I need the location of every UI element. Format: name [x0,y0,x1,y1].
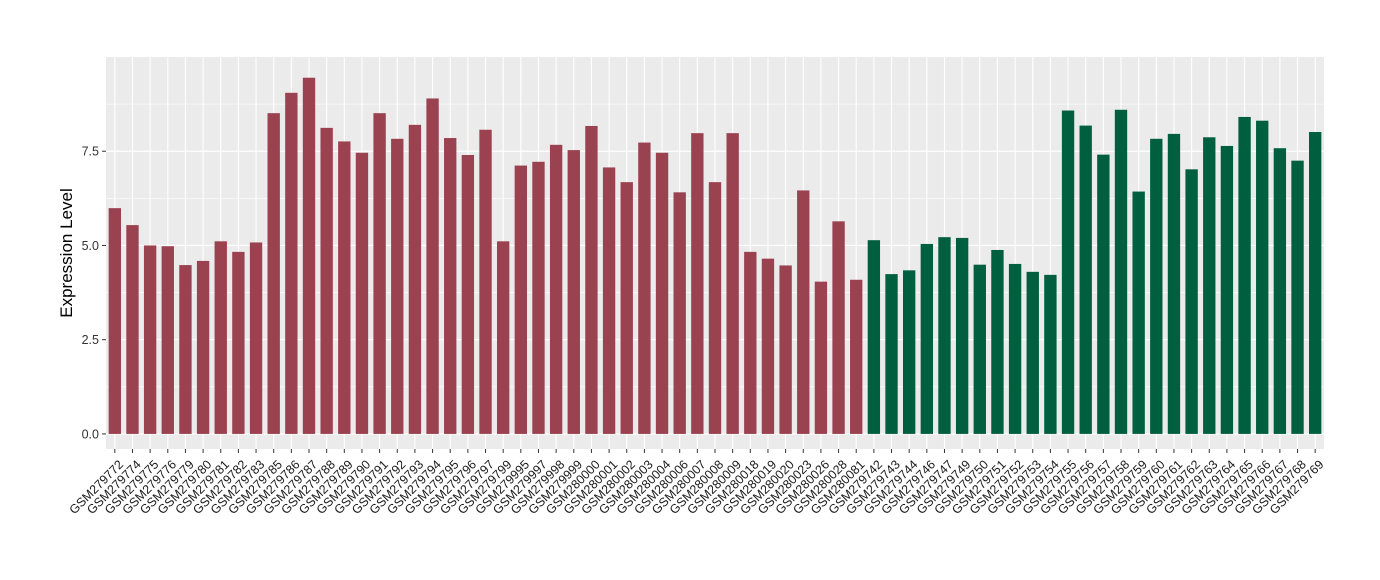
bar-GSM279758 [1114,109,1128,434]
bar-GSM279754 [1044,274,1057,434]
bar-GSM279775 [143,245,157,434]
bar-GSM279752 [1008,263,1022,434]
bar-GSM280008 [708,182,722,434]
bar-GSM279746 [920,243,934,434]
y-axis: 0.0 2.5 5.0 7.5 [82,145,106,441]
bar-GSM279769 [1308,132,1322,434]
bar-GSM280001 [602,167,616,434]
bar-GSM280026 [814,281,828,434]
bar-GSM279796 [461,155,475,434]
bar-GSM280009 [726,133,739,434]
y-axis-title: Expression Level [57,188,76,317]
bar-GSM279782 [232,251,245,434]
bar-GSM279761 [1167,133,1181,434]
bar-GSM279793 [408,124,422,434]
bar-GSM279774 [126,225,139,434]
bar-GSM279780 [196,260,210,434]
y-tick-label: 7.5 [82,145,99,159]
bar-GSM279756 [1079,125,1092,434]
bar-GSM280004 [655,152,669,434]
bar-GSM279995 [514,165,528,434]
bar-GSM279772 [108,208,122,434]
bar-GSM279797 [479,129,492,434]
bar-GSM279794 [426,98,439,434]
bar-GSM279753 [1026,271,1039,434]
bar-GSM279742 [867,240,881,434]
bar-GSM279998 [549,144,563,434]
bar-GSM279790 [355,152,369,434]
bar-GSM279785 [267,113,280,434]
bar-GSM279999 [567,150,580,434]
bar-GSM279766 [1256,120,1269,434]
bar-GSM279795 [444,138,457,434]
bar-GSM279749 [955,237,969,434]
bar-GSM279755 [1061,110,1075,434]
bar-GSM279791 [373,113,386,434]
bar-GSM280018 [744,251,757,434]
bar-GSM279759 [1132,191,1145,434]
bar-GSM279765 [1238,116,1251,434]
bar-GSM280006 [673,192,686,434]
bars [108,77,1322,434]
bar-GSM279743 [885,274,898,434]
bar-GSM280020 [779,265,792,434]
bar-GSM279789 [338,141,351,434]
bar-GSM279799 [496,241,510,434]
bar-GSM279747 [938,237,951,434]
bar-GSM279744 [902,270,916,434]
bar-GSM280023 [797,190,810,434]
bar-GSM280019 [761,258,775,434]
bar-GSM279763 [1203,137,1216,434]
bar-GSM279779 [179,265,192,434]
bar-GSM279764 [1220,145,1234,434]
bar-GSM279757 [1097,154,1110,434]
bar-GSM279768 [1291,160,1304,434]
bar-GSM279783 [249,242,263,434]
y-tick-label: 0.0 [82,427,99,441]
bar-GSM279750 [973,264,986,434]
bar-GSM280081 [850,279,863,434]
bar-GSM279787 [302,77,316,434]
bar-GSM279762 [1185,169,1198,434]
bar-GSM280028 [832,221,845,434]
bar-GSM279786 [285,92,298,434]
y-tick-label: 2.5 [82,333,99,347]
bar-GSM280003 [638,142,651,434]
bar-GSM280000 [585,125,598,434]
bar-GSM279767 [1273,148,1287,434]
bar-GSM279788 [320,127,333,434]
x-axis: GSM279772GSM279774GSM279775GSM279776GSM2… [67,449,1327,517]
bar-GSM279792 [391,138,404,434]
bar-GSM279760 [1150,138,1163,434]
bar-GSM279997 [532,161,545,434]
bar-GSM280002 [620,182,633,434]
bar-GSM279776 [161,246,174,434]
y-tick-label: 5.0 [82,239,99,253]
bar-GSM279781 [214,241,227,434]
bar-GSM279751 [991,249,1004,434]
bar-GSM280007 [691,133,704,434]
